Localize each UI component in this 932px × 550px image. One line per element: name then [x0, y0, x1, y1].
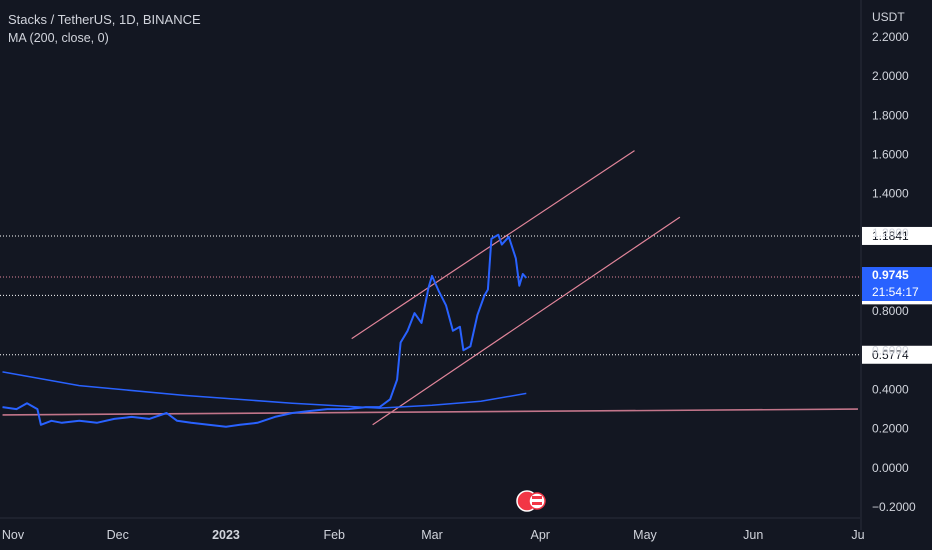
us-flag-icon — [528, 492, 546, 510]
y-tick-label: 0.6000 — [872, 343, 909, 357]
x-tick-label: Ju — [851, 528, 864, 542]
level-label-bg — [862, 226, 932, 245]
y-tick-label: 1.2000 — [872, 226, 909, 240]
x-tick-label: Mar — [421, 528, 443, 542]
y-tick-label: 1.8000 — [872, 108, 909, 122]
price-axis[interactable]: USDT 2.2000 2.0000 1.8000 1.6000 1.4000 1.2000… — [860, 0, 916, 530]
time-axis[interactable]: Nov Dec 2023 Feb Mar Apr May Jun Ju — [0, 517, 865, 542]
upper-channel — [351, 150, 635, 340]
chart-legend: Stacks / TetherUS, 1D, BINANCE MA (200, … — [8, 11, 201, 47]
event-marker[interactable] — [516, 490, 546, 512]
y-tick-label: 1.6000 — [872, 148, 909, 162]
series-lines — [2, 233, 528, 428]
x-tick-label: Apr — [531, 528, 550, 542]
us-flag-stripe — [532, 496, 542, 499]
y-tick-label: 1.4000 — [872, 187, 909, 201]
y-tick-label: 0.8000 — [872, 304, 909, 318]
x-tick-label: Nov — [2, 528, 25, 542]
y-tick-label: 0.2000 — [872, 422, 909, 436]
symbol-title[interactable]: Stacks / TetherUS, 1D, BINANCE — [8, 12, 201, 27]
price-series-line — [2, 233, 528, 428]
level-label: 1.1841 — [872, 229, 909, 243]
x-tick-label: 2023 — [212, 528, 240, 542]
level-label-bg — [862, 345, 932, 364]
current-price: 0.9745 — [872, 268, 909, 282]
current-price-label: 0.9745 21:54:17 — [862, 267, 932, 301]
us-flag-stripe — [532, 502, 542, 505]
channel-drawings[interactable] — [2, 150, 858, 426]
x-tick-label: May — [633, 528, 657, 542]
horizontal-trend — [2, 408, 858, 416]
currency-label: USDT — [872, 10, 905, 24]
y-tick-label: 2.2000 — [872, 30, 909, 44]
ma-series-line — [2, 371, 527, 409]
y-tick-label: 2.0000 — [872, 69, 909, 83]
y-tick-label: −0.2000 — [872, 500, 916, 514]
level-label: 0.5774 — [872, 348, 909, 362]
x-tick-label: Jun — [743, 528, 763, 542]
lower-channel — [372, 216, 681, 426]
countdown: 21:54:17 — [872, 285, 919, 299]
y-tick-label: 0.4000 — [872, 383, 909, 397]
x-tick-label: Feb — [323, 528, 345, 542]
x-tick-label: Dec — [107, 528, 129, 542]
indicator-title[interactable]: MA (200, close, 0) — [8, 31, 109, 45]
y-tick-label: 0.0000 — [872, 461, 909, 475]
